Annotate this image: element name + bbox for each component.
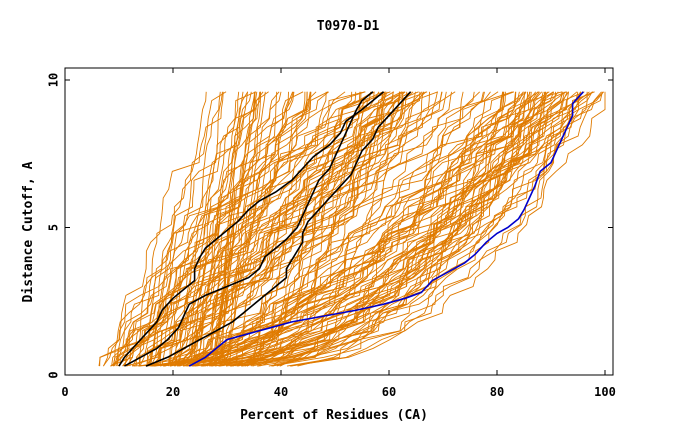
model-curve [226,91,566,367]
model-curve [99,91,421,367]
model-curve [163,91,481,367]
model-curve [149,91,414,367]
model-curve [289,91,606,367]
x-tick-label: 40 [274,385,288,399]
model-curve [212,91,294,367]
plot-frame [64,67,614,376]
model-curve [286,91,543,367]
x-tick-label: 0 [61,385,68,399]
model-curve [112,91,353,367]
model-curve [235,91,438,367]
model-curve [194,91,554,367]
model-curve [209,91,416,367]
model-curve [176,91,485,367]
model-curve [117,91,329,367]
model-curve [169,91,527,367]
model-curve [123,91,255,367]
model-curve [192,91,588,367]
model-curve [178,91,563,367]
y-axis-ticks: 0 5 10 [47,73,613,379]
highlight-curve-black-3 [145,91,412,367]
model-curve [159,91,221,367]
model-curve [195,91,447,367]
model-curve [150,91,346,367]
model-curve [230,91,585,367]
x-axis-label: Percent of Residues (CA) [240,408,428,423]
model-curve [114,91,384,367]
model-curve [135,91,366,367]
model-curve [131,91,529,367]
model-curve [271,91,526,367]
x-tick-label: 20 [166,385,180,399]
y-tick-label: 10 [47,73,61,87]
model-curve [297,91,582,367]
model-curve [225,91,464,367]
model-curve [103,91,366,367]
model-curve [252,91,430,367]
model-curve [252,91,525,367]
model-curve [151,91,484,367]
model-curve [221,91,386,367]
model-curve [168,91,308,367]
model-curve [280,91,581,367]
y-axis-label: Distance Cutoff, A [21,161,36,302]
model-curve [259,91,545,367]
y-tick-label: 0 [47,371,61,378]
x-tick-label: 80 [490,385,504,399]
highlighted-model-curves [118,91,584,367]
model-curve [198,91,475,367]
model-curve [211,91,544,367]
model-curve [153,91,504,367]
model-curve [125,91,443,367]
model-curve [116,91,294,367]
x-tick-label: 60 [382,385,396,399]
model-curve [272,91,593,367]
model-curve [233,91,582,367]
model-curve [211,91,419,367]
model-curve [111,91,295,367]
model-curve [189,91,386,367]
model-curve [165,91,266,367]
chart-title: T0970-D1 [317,19,380,34]
model-curve [169,91,249,367]
model-curve [113,91,311,367]
model-curve [229,91,602,367]
highlight-curve-black-1 [118,91,385,367]
x-axis-ticks: 0 20 40 60 80 100 [61,68,616,399]
model-curve [129,91,264,367]
model-curve [112,91,380,367]
model-curve [205,91,258,367]
model-curve [116,91,227,367]
model-curve [148,91,456,367]
model-curve [235,91,412,367]
model-curve [236,91,568,367]
model-curve [158,91,394,367]
y-tick-label: 5 [47,224,61,231]
model-curve [102,91,224,367]
model-curve [167,91,223,367]
model-curve [138,91,583,367]
highlight-curve-black-2 [124,91,374,367]
x-tick-label: 100 [594,385,616,399]
highlight-curve-blue-4 [188,91,584,367]
model-curves [98,91,606,367]
